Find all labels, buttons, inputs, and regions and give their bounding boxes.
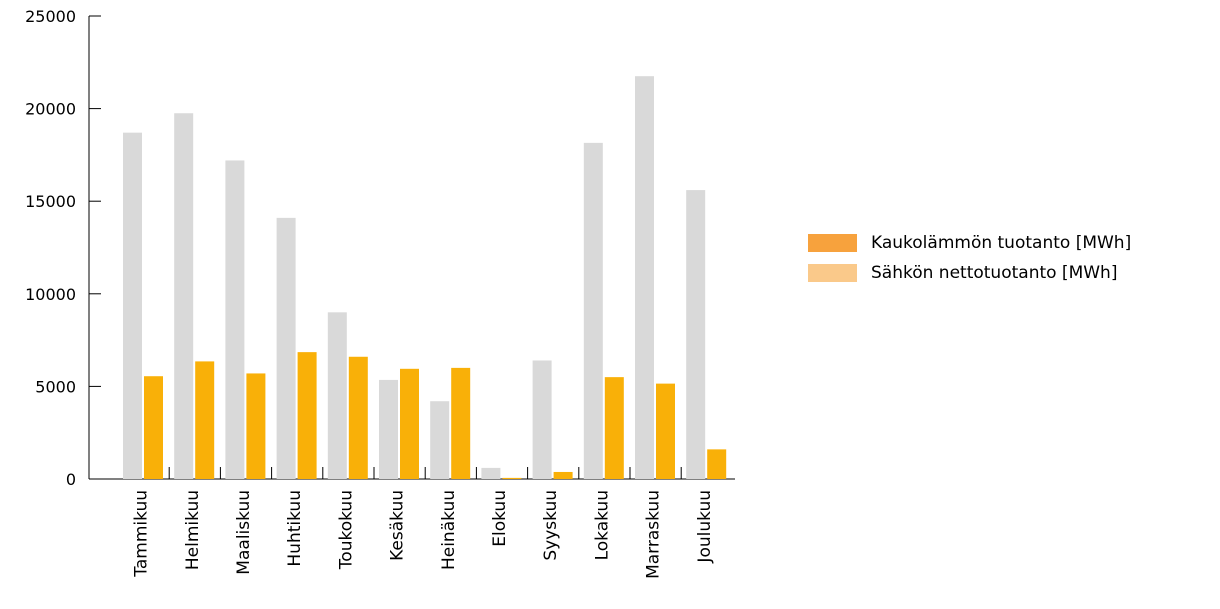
category-label: Toukokuu <box>336 490 356 570</box>
y-tick-label: 20000 <box>25 100 76 119</box>
bar-series-1 <box>379 379 398 479</box>
category-label: Huhtikuu <box>285 490 305 567</box>
category-labels: Tammikuu Helmikuu Maaliskuu Huhtikuu Toukoku… <box>132 490 715 579</box>
category-label: Lokakuu <box>592 490 612 560</box>
bar-series-1 <box>327 312 347 479</box>
y-tick-label: 10000 <box>25 285 76 304</box>
bar-series-2 <box>502 477 522 479</box>
category-label: Joulukuu <box>695 490 715 564</box>
bar-series-2 <box>707 449 727 479</box>
bar-series-2 <box>195 361 215 479</box>
bar-series-2 <box>348 356 368 479</box>
bar-series-1 <box>430 401 450 479</box>
bar-series-1 <box>583 142 603 479</box>
legend: Kaukolämmön tuotanto [MWh] Sähkön nettot… <box>808 228 1131 288</box>
category-label: Syyskuu <box>541 490 561 561</box>
category-label: Kesäkuu <box>388 490 408 561</box>
y-tick-label: 5000 <box>35 377 76 396</box>
legend-item-kaukolammon: Kaukolämmön tuotanto [MWh] <box>808 228 1131 258</box>
legend-item-sahkon: Sähkön nettotuotanto [MWh] <box>808 258 1131 288</box>
category-label: Heinäkuu <box>439 490 459 570</box>
bar-series-1 <box>174 113 194 479</box>
legend-label-kaukolammon: Kaukolämmön tuotanto [MWh] <box>871 233 1132 253</box>
bar-series-2 <box>553 471 573 479</box>
y-tick-label: 0 <box>66 470 76 489</box>
bar-series-2 <box>246 373 266 479</box>
bar-series-1 <box>635 76 654 479</box>
bar-series-2 <box>604 377 624 479</box>
bar-series-1 <box>532 360 552 479</box>
category-label: Helmikuu <box>183 490 203 570</box>
bar-series-2 <box>400 368 419 479</box>
bar-series-1 <box>225 160 245 479</box>
bar-series-1 <box>123 132 142 479</box>
category-label: Elokuu <box>490 490 510 547</box>
y-tick-label: 15000 <box>25 192 76 211</box>
legend-swatch-sahkon <box>808 264 857 282</box>
category-label: Marraskuu <box>644 490 664 579</box>
bar-series-1 <box>481 467 501 479</box>
y-tick-label: 25000 <box>25 7 76 26</box>
bar-series-1 <box>686 190 706 479</box>
bar-series-2 <box>144 376 163 479</box>
legend-label-sahkon: Sähkön nettotuotanto [MWh] <box>871 263 1118 283</box>
axes: 0 5000 10000 15000 20000 25000 <box>25 7 735 489</box>
bars <box>123 76 727 480</box>
bar-series-2 <box>297 352 317 479</box>
bar-series-2 <box>656 383 675 479</box>
bar-series-1 <box>276 217 296 480</box>
category-label: Tammikuu <box>132 490 152 578</box>
bar-series-2 <box>451 367 471 479</box>
category-label: Maaliskuu <box>234 490 254 575</box>
legend-swatch-kaukolammon <box>808 234 857 252</box>
